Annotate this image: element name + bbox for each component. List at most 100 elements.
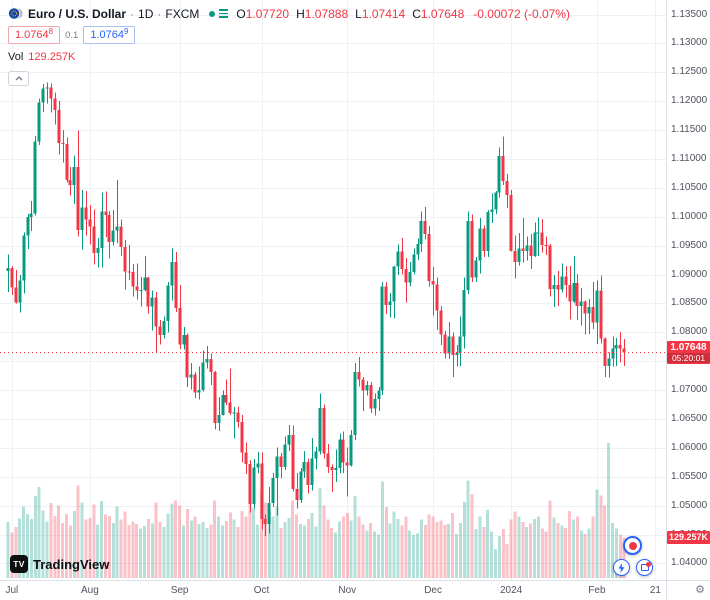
symbol-title[interactable]: Euro / U.S. Dollar [28,6,127,21]
candle-body [462,290,466,337]
price-tick-label: 1.08500 [671,297,708,309]
symbol-row[interactable]: Euro / U.S. Dollar · 1D · FXCM O1.07720 … [8,6,570,21]
spread-value: 0.1 [65,29,79,41]
volume-bar [361,524,365,578]
volume-bar [400,525,404,578]
candle-body [560,276,564,290]
ohlc-values: O1.07720 H1.07888 L1.07414 C1.07648 -0.0… [236,7,570,21]
candle-body [84,207,88,220]
volume-bar [587,528,591,578]
gear-icon: ⚙ [695,584,705,596]
candle-body [291,435,295,489]
volume-bar [228,512,232,578]
volume-bar [618,534,622,578]
candle-body [607,358,611,366]
volume-bar [478,516,482,578]
candle-body [575,283,579,306]
volume-value: 129.257K [28,51,76,63]
volume-bar [622,537,626,578]
candle-body [287,435,291,445]
candle-body [139,290,143,292]
candle-body [369,384,373,409]
volume-bar [131,521,135,578]
candle-body [587,306,591,314]
price-axis[interactable]: 1.07648 05:20:01 129.257K 1.13500 1.13000… [666,0,710,580]
legend-menu-icon[interactable] [219,9,229,18]
candle-body [548,245,552,289]
candle-body [131,272,135,287]
exchange-name[interactable]: FXCM [165,6,200,21]
collapse-legend-button[interactable] [8,71,29,86]
candle-body [26,216,30,236]
lightning-button[interactable] [613,559,630,576]
interval-value[interactable]: 1D [138,6,154,21]
candle-body [330,466,334,470]
candle-body [267,502,271,525]
candle-body [182,335,186,345]
buy-price: 1.0764 [90,29,124,41]
volume-bar [575,516,579,578]
volume-row[interactable]: Vol 129.257K [8,51,570,63]
sell-button[interactable]: 1.0764 8 [8,26,61,44]
price-tick-label: 1.07000 [671,384,708,396]
volume-bar [107,515,111,578]
chart-pane[interactable]: Euro / U.S. Dollar · 1D · FXCM O1.07720 … [0,0,666,580]
volume-bar [76,485,80,578]
volume-bar [404,516,408,578]
record-target-button[interactable] [623,536,642,555]
tradingview-logo[interactable]: TV TradingView [10,555,109,573]
volume-bar [501,528,505,578]
market-status-dot-icon[interactable] [209,10,216,17]
candle-body [435,284,439,311]
candle-body [49,87,53,99]
volume-bar [564,528,568,578]
volume-bar [334,532,338,578]
volume-bar [6,522,10,578]
candle-body [505,180,509,195]
candle-body [326,453,330,467]
volume-bar [552,517,556,578]
volume-bar [470,494,474,578]
candle-body [583,301,587,314]
candle-body [341,439,345,463]
candle-body [80,207,84,231]
volume-bar [263,502,267,578]
candle-body [614,345,618,349]
volume-bar [92,504,96,578]
volume-bar [166,513,170,578]
volume-bar [302,525,306,578]
volume-bar [146,518,150,578]
volume-bar [607,442,611,578]
time-axis[interactable]: Jul Aug Sep Oct Nov Dec 2024 Feb 21 [0,580,666,600]
volume-bar [221,525,224,578]
volume-bar [509,519,513,578]
candle-body [611,348,615,359]
volume-bar [408,530,412,578]
price-tick-label: 1.09500 [671,239,708,251]
events-button[interactable] [636,559,653,576]
candle-body [509,194,513,251]
record-dot-icon [628,541,637,550]
volume-bar [497,536,501,578]
buy-button[interactable]: 1.0764 9 [83,26,136,44]
candle-body [224,394,228,403]
volume-bar [123,511,127,578]
candle-body [146,277,150,307]
axis-settings-corner[interactable]: ⚙ [666,580,710,600]
candle-body [201,362,205,391]
bar-countdown: 05:20:01 [667,352,710,363]
price-tick-label: 1.06500 [671,413,708,425]
candle-body [408,272,412,283]
volume-bar [232,519,236,578]
volume-bar [513,511,517,578]
candle-body [490,209,494,213]
candle-body [416,243,420,255]
volume-axis-label: 129.257K [667,530,710,544]
high-value: 1.07888 [304,6,349,21]
open-label: O [236,6,246,21]
candle-body [380,286,384,391]
candle-body [104,211,108,216]
volume-bar [197,524,201,578]
volume-bar [14,527,18,578]
candle-body [384,286,388,306]
